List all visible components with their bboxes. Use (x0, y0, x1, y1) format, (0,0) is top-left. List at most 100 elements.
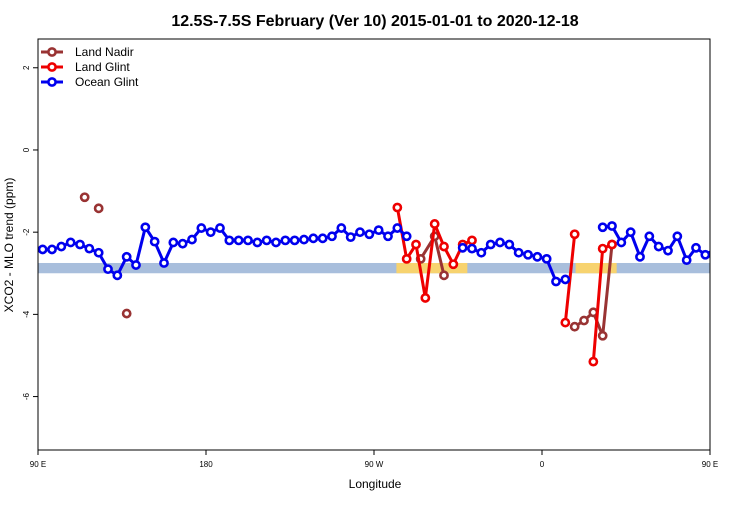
data-point-land-nadir-5-1 (569, 321, 580, 332)
data-point-ocean-glint-3-1 (597, 222, 608, 233)
x-tick-label: 180 (199, 460, 213, 469)
data-point-ocean-glint-3-4 (625, 227, 636, 238)
data-point-ocean-glint-1-36 (364, 229, 375, 240)
x-tick-label: 90 E (702, 460, 718, 469)
data-point-ocean-glint-3-3 (616, 237, 627, 248)
data-point-ocean-glint-2-4 (485, 239, 496, 250)
y-tick-label: -6 (22, 392, 31, 400)
data-point-ocean-glint-1-25 (261, 235, 272, 246)
data-point-ocean-glint-1-8 (103, 264, 113, 275)
data-point-ocean-glint-2-8 (523, 249, 533, 260)
data-point-ocean-glint-3-5 (635, 251, 645, 262)
data-point-ocean-glint-3-6 (644, 231, 655, 242)
data-point-ocean-glint-2-6 (504, 239, 515, 250)
highlight-band-2 (575, 262, 617, 274)
data-point-ocean-glint-1-39 (392, 223, 403, 233)
data-point-land-glint-3-2 (597, 243, 608, 254)
data-point-ocean-glint-3-16 (739, 239, 746, 246)
data-point-ocean-glint-3-7 (653, 241, 664, 252)
data-point-ocean-glint-3-10 (681, 255, 692, 266)
x-tick-label: 90 W (365, 460, 384, 469)
data-point-ocean-glint-2-10 (541, 253, 552, 264)
data-point-ocean-glint-1-20 (215, 223, 225, 233)
data-point-ocean-glint-1-2 (47, 244, 57, 255)
data-point-land-nadir-1-1 (79, 192, 90, 203)
data-point-ocean-glint-1-26 (271, 237, 281, 248)
data-point-ocean-glint-1-38 (383, 231, 393, 242)
data-point-ocean-glint-2-11 (551, 276, 561, 287)
data-point-ocean-glint-1-7 (93, 247, 104, 258)
data-point-ocean-glint-2-1 (457, 242, 468, 253)
data-point-ocean-glint-1-27 (280, 235, 291, 246)
legend-label-ocean-glint: Ocean Glint (75, 75, 139, 89)
data-point-ocean-glint-1-6 (84, 243, 95, 254)
y-axis-label: XCO2 - MLO trend (ppm) (2, 178, 16, 313)
data-point-ocean-glint-1-24 (252, 237, 263, 248)
data-point-ocean-glint-1-34 (345, 232, 356, 243)
x-tick-label: 0 (540, 460, 545, 469)
data-point-land-glint-1-4 (420, 293, 431, 303)
data-point-ocean-glint-2-2 (467, 243, 477, 254)
legend-marker-land-nadir (47, 47, 57, 57)
data-point-ocean-glint-1-37 (373, 225, 384, 236)
data-point-ocean-glint-1-28 (289, 235, 300, 246)
data-point-land-glint-1-7 (448, 259, 459, 270)
data-point-ocean-glint-1-4 (65, 237, 76, 248)
data-point-ocean-glint-3-13 (709, 247, 710, 251)
data-point-ocean-glint-1-30 (308, 233, 319, 244)
data-point-ocean-glint-1-5 (75, 239, 85, 250)
legend-label-land-glint: Land Glint (75, 60, 130, 74)
data-point-ocean-glint-3-2 (607, 221, 617, 231)
data-point-ocean-glint-1-33 (336, 223, 347, 233)
series-line-ocean-glint-1 (42, 225, 408, 277)
data-point-ocean-glint-1-14 (159, 258, 169, 268)
y-tick-label: -4 (22, 310, 31, 318)
data-point-ocean-glint-3-12 (700, 249, 710, 260)
data-point-ocean-glint-2-12 (560, 274, 571, 285)
data-point-ocean-glint-1-29 (299, 234, 309, 245)
highlight-band-1 (396, 262, 468, 274)
data-point-ocean-glint-3-15 (730, 243, 737, 250)
data-point-ocean-glint-1-22 (233, 235, 244, 246)
data-point-ocean-glint-3-9 (672, 231, 683, 242)
data-point-ocean-glint-3-11 (691, 242, 701, 253)
data-point-ocean-glint-1-16 (177, 238, 188, 249)
y-tick-label: -2 (22, 228, 31, 236)
data-point-land-nadir-2-1 (93, 203, 104, 214)
data-point-ocean-glint-2-9 (532, 251, 543, 262)
data-point-ocean-glint-1-17 (187, 234, 197, 245)
data-point-land-nadir-3-1 (121, 308, 132, 319)
data-point-ocean-glint-1-23 (243, 235, 253, 246)
data-point-land-glint-1-6 (439, 241, 449, 252)
legend-marker-land-glint (47, 62, 57, 72)
data-point-land-glint-3-1 (588, 356, 599, 367)
data-point-ocean-glint-1-21 (224, 235, 235, 246)
data-point-land-nadir-5-2 (579, 315, 589, 326)
data-point-land-glint-1-5 (429, 219, 440, 229)
data-point-land-glint-2-2 (569, 229, 580, 240)
data-point-land-glint-1-3 (411, 239, 421, 250)
data-point-ocean-glint-1-3 (56, 241, 67, 252)
data-point-land-nadir-5-4 (597, 330, 608, 341)
data-point-land-glint-1-9 (467, 235, 477, 246)
data-point-ocean-glint-1-10 (121, 251, 132, 262)
legend-label-land-nadir: Land Nadir (75, 45, 134, 59)
data-point-ocean-glint-2-5 (495, 237, 505, 248)
data-point-ocean-glint-1-9 (112, 270, 123, 281)
data-point-ocean-glint-1-11 (131, 260, 141, 270)
data-point-ocean-glint-1-13 (149, 236, 160, 247)
data-point-ocean-glint-1-19 (205, 227, 216, 238)
data-point-ocean-glint-1-12 (140, 222, 151, 233)
x-tick-label: 90 E (30, 460, 46, 469)
data-point-ocean-glint-3-14 (720, 246, 727, 253)
data-point-land-glint-1-1 (392, 202, 403, 213)
chart-title: 12.5S-7.5S February (Ver 10) 2015-01-01 … (171, 13, 578, 30)
data-point-ocean-glint-1-40 (401, 231, 412, 242)
data-point-ocean-glint-1-31 (317, 233, 328, 244)
data-point-ocean-glint-3-8 (663, 245, 673, 256)
plot-area (38, 192, 746, 367)
x-axis-label: Longitude (349, 477, 402, 491)
y-tick-label: 0 (22, 147, 31, 152)
